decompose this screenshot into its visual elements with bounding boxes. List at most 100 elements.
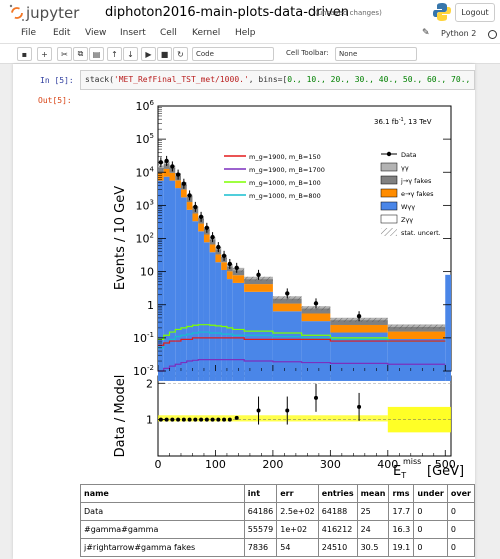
legend-bg-label: γγ [401,164,409,172]
table-cell: 54 [276,538,319,557]
data-point [164,158,169,164]
y-axis-label-top: Events / 10 GeV [113,186,128,290]
app-name: jupyter [25,4,80,22]
legend-swatch [380,214,398,224]
wgg-bar [226,279,233,381]
code-fn: stack( [85,75,114,84]
kernel-name[interactable]: Python 2 [441,29,477,38]
x-tick-label: 500 [435,458,456,471]
notebook-page: In [5]: stack('MET_RefFinal_TST_met/1000… [13,64,475,559]
y-tick-label: 105 [136,132,154,146]
menu-view[interactable]: View [85,28,107,38]
table-cell: 0 [413,520,448,539]
jgamma-fake-bar [272,298,302,304]
y-tick-label: 102 [136,232,154,246]
col-entries: entries [317,484,358,503]
ratio-point [222,417,227,422]
ratio-point [170,417,175,422]
col-name: name [80,484,245,503]
in-prompt: In [5]: [40,76,74,85]
signal-line-1 [158,331,446,349]
save-icon[interactable]: ▪ [17,47,32,61]
table-cell: 24 [356,520,390,539]
cut-icon[interactable]: ✂ [57,47,72,61]
egamma-fake-bar [158,172,164,181]
stat-uncert-band [387,324,446,329]
restart-icon[interactable]: ↻ [173,47,188,61]
legend-bg-label: e→γ fakes [401,190,434,198]
python-logo-icon [433,3,451,21]
y-tick-label: 1 [147,299,154,312]
egamma-fake-bar [203,234,210,243]
wgg-bar [198,231,204,381]
copy-icon[interactable]: ⧉ [73,47,88,61]
table-cell: 64188 [317,502,358,521]
egamma-fake-bar [192,213,199,222]
legend-bg-label: Wγγ [401,203,415,211]
ratio-point [357,404,362,409]
insert-cell-icon[interactable]: + [37,47,52,61]
signal-line-0 [158,324,446,342]
jupyter-logo[interactable]: jupyter [8,3,98,23]
data-point [221,253,227,259]
ratio-point [193,417,198,422]
legend-signal-label: m_g=1000, m_B=800 [249,192,321,200]
wgg-bar [175,188,181,381]
notebook-name[interactable]: diphoton2016-main-plots-data-driven [105,5,350,20]
run-icon[interactable]: ▶ [141,47,156,61]
move-down-icon[interactable]: ↓ [123,47,138,61]
ratio-point [234,415,239,420]
menu-file[interactable]: File [21,28,37,38]
menu-kernel[interactable]: Kernel [192,28,221,38]
output-plot: 0 100 200 300 400 500 10-2 10-1 1 10 102 103 104 105 1… [81,98,464,480]
table-cell: 19.1 [388,538,415,557]
cell-toolbar-select[interactable]: None [335,47,417,61]
data-point [285,291,290,296]
table-row: #gamma#gamma 55579 1e+02 416212 24 16.3 0 0 [80,520,475,539]
wgg-bar [244,291,273,381]
ratio-point [204,417,209,422]
stop-icon[interactable]: ■ [157,47,172,61]
legend-bg-label: Zγγ [401,216,413,224]
menu-cell[interactable]: Cell [160,28,177,38]
egamma-fake-bar [387,331,446,339]
ratio-point [176,417,181,422]
wgg-bar [221,269,227,381]
ratio-point [199,417,204,422]
egamma-fake-bar [198,223,204,232]
cell-type-select[interactable]: Code [192,47,274,61]
move-up-icon[interactable]: ↑ [107,47,122,61]
jgamma-fake-bar [301,308,331,314]
x-tick-label: 100 [205,458,226,471]
jgamma-fake-bar [330,320,388,325]
menubar: File Edit View Insert Cell Kernel Help ✎… [0,26,500,44]
table-cell: 7836 [243,538,278,557]
col-over: over [446,484,475,503]
x-tick-label: 0 [155,458,162,471]
table-cell: 30.5 [356,538,390,557]
x-tick-label: 200 [262,458,283,471]
logout-button[interactable]: Logout [455,3,495,22]
menu-insert[interactable]: Insert [120,28,146,38]
egamma-fake-bar [169,172,176,181]
data-point [313,301,319,306]
legend-bg-label: stat. uncert. [401,229,441,237]
paste-icon[interactable]: ▤ [89,47,104,61]
wgg-bar [387,338,446,381]
table-cell: 17.7 [388,502,415,521]
menu-edit[interactable]: Edit [53,28,71,38]
table-cell: 0 [413,538,448,557]
wgg-bar [180,197,187,381]
ratio-point [164,417,169,422]
menu-help[interactable]: Help [235,28,256,38]
egamma-fake-bar [215,254,222,263]
legend-swatch [380,188,398,198]
data-point [193,204,198,210]
data-point [216,244,221,250]
col-int: int [243,484,278,503]
x-axis-label: ET [393,464,406,478]
table-cell: 0 [446,502,475,521]
wgg-bar [192,221,199,381]
ratio-point [187,417,192,422]
code-cell-input[interactable]: stack('MET_RefFinal_TST_met/1000.', bins… [80,70,475,90]
